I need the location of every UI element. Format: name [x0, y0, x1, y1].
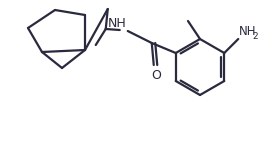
Text: O: O: [151, 69, 161, 82]
Text: NH: NH: [239, 25, 257, 38]
Text: NH: NH: [108, 17, 127, 30]
Text: 2: 2: [252, 32, 258, 41]
